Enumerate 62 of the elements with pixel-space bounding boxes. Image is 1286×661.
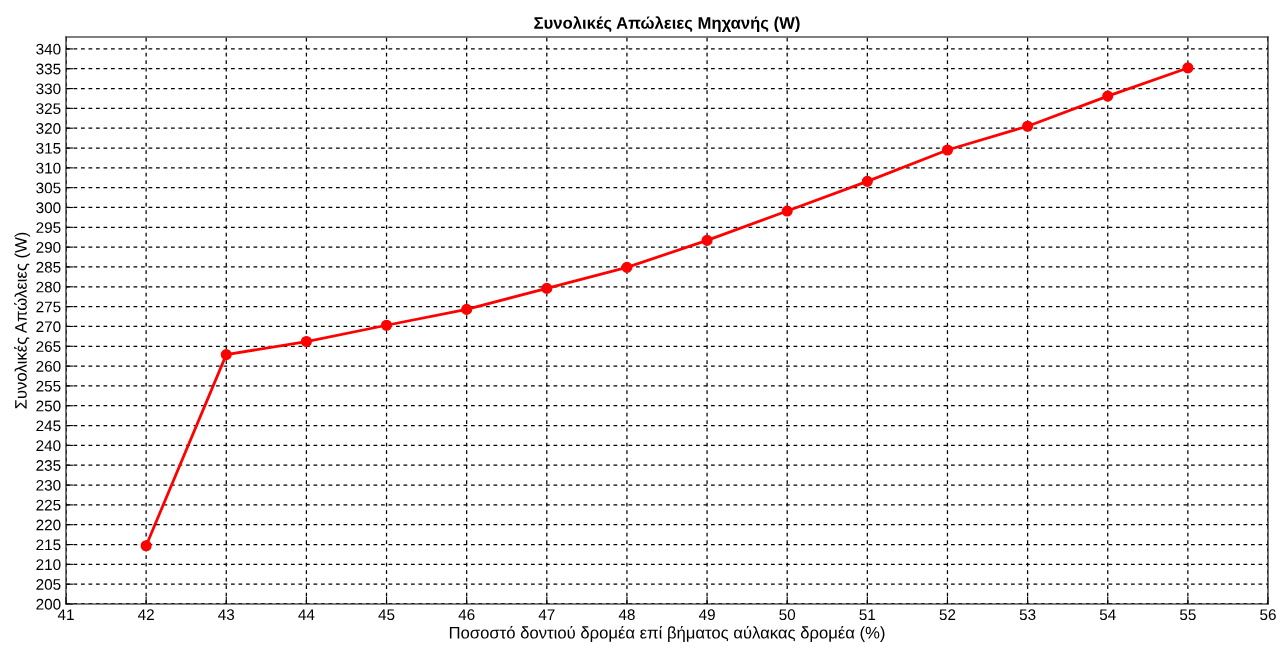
x-tick-label: 42 bbox=[137, 609, 154, 620]
point bbox=[1022, 120, 1034, 132]
point bbox=[300, 335, 312, 348]
y-tick-label: 290 bbox=[36, 242, 61, 253]
y-tick-label: 270 bbox=[36, 321, 61, 333]
y-tick-label: 205 bbox=[36, 579, 61, 590]
x-tick-label: 48 bbox=[618, 609, 635, 621]
y-tick-label: 295 bbox=[36, 222, 61, 234]
y-tick-label: 340 bbox=[36, 43, 61, 55]
point bbox=[781, 205, 793, 217]
y-tick-label: 305 bbox=[36, 182, 61, 194]
point bbox=[621, 261, 633, 273]
x-tick-label: 55 bbox=[1179, 609, 1196, 621]
y-tick-label: 250 bbox=[36, 400, 61, 412]
point bbox=[861, 175, 873, 187]
y-tick-label: 230 bbox=[36, 479, 61, 491]
y-axis-title: Συνολικές Απώλειες (W) bbox=[14, 232, 31, 409]
y-tick-label: 240 bbox=[36, 440, 61, 452]
y-tick-label: 300 bbox=[36, 202, 61, 214]
y-tick-label: 310 bbox=[36, 162, 61, 174]
y-tick-label: 320 bbox=[36, 123, 61, 134]
y-tick-label: 330 bbox=[36, 83, 61, 95]
y-tick-label: 220 bbox=[36, 519, 61, 531]
x-tick-label: 46 bbox=[458, 609, 475, 621]
x-tick-label: 56 bbox=[1260, 609, 1276, 621]
point bbox=[461, 303, 473, 315]
x-tick-label: 45 bbox=[378, 609, 395, 621]
point bbox=[140, 540, 152, 552]
y-tick-label: 335 bbox=[36, 63, 61, 75]
y-tick-label: 255 bbox=[36, 380, 61, 392]
x-tick-label: 41 bbox=[57, 609, 74, 620]
point bbox=[701, 234, 713, 246]
x-tick-label: 43 bbox=[218, 609, 235, 621]
point bbox=[380, 319, 393, 331]
y-tick-label: 210 bbox=[36, 559, 61, 571]
y-tick-label: 245 bbox=[36, 420, 61, 432]
x-tick-label: 53 bbox=[1019, 609, 1036, 621]
x-tick-label: 52 bbox=[939, 609, 956, 621]
point bbox=[1182, 62, 1194, 74]
x-tick-label: 49 bbox=[698, 609, 715, 621]
x-tick-label: 51 bbox=[859, 609, 876, 621]
point bbox=[941, 144, 954, 156]
y-tick-label: 225 bbox=[36, 499, 61, 511]
y-tick-label: 265 bbox=[36, 341, 61, 352]
x-tick-label: 50 bbox=[779, 609, 796, 621]
y-tick-label: 235 bbox=[36, 460, 61, 471]
y-tick-label: 325 bbox=[36, 103, 61, 115]
y-tick-label: 275 bbox=[36, 301, 61, 313]
y-tick-label: 280 bbox=[36, 281, 61, 293]
y-tick-label: 260 bbox=[36, 360, 61, 372]
point bbox=[220, 349, 232, 361]
x-tick-label: 54 bbox=[1099, 609, 1116, 621]
point bbox=[541, 282, 553, 294]
y-tick-label: 215 bbox=[36, 539, 61, 551]
x-axis-title: Ποσοστό δοντιού δρομέα επί βήματος αύλακας δρομέα (%) bbox=[449, 625, 885, 642]
chart-title: Συνολικές Απώλειες Μηχανής (W) bbox=[534, 16, 800, 33]
x-tick-label: 47 bbox=[538, 609, 555, 620]
y-tick-label: 315 bbox=[36, 142, 61, 154]
y-tick-label: 200 bbox=[36, 598, 61, 610]
y-tick-label: 285 bbox=[36, 261, 61, 273]
point bbox=[1102, 90, 1114, 102]
x-tick-label: 44 bbox=[298, 609, 315, 620]
